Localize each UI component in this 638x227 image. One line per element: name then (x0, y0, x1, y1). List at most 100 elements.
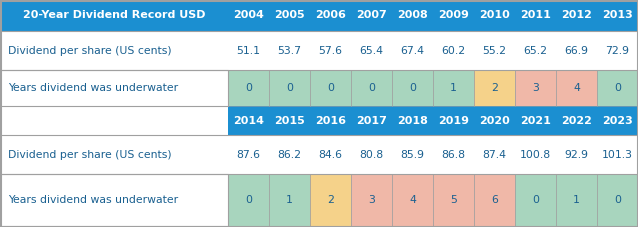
Text: 100.8: 100.8 (520, 150, 551, 160)
Bar (228, 70, 269, 106)
Text: 0: 0 (327, 83, 334, 93)
Text: 60.2: 60.2 (441, 45, 466, 55)
Text: Years dividend was underwater: Years dividend was underwater (8, 83, 178, 93)
Text: 2009: 2009 (438, 10, 469, 20)
Text: 4: 4 (573, 83, 580, 93)
Bar (310, 70, 351, 106)
Text: 0: 0 (532, 195, 539, 205)
Text: 66.9: 66.9 (565, 45, 588, 55)
Text: 84.6: 84.6 (318, 150, 343, 160)
Text: 2008: 2008 (397, 10, 428, 20)
Text: 72.9: 72.9 (605, 45, 630, 55)
Text: 2019: 2019 (438, 116, 469, 126)
Text: 0: 0 (245, 195, 252, 205)
Bar (0, 0, 638, 31)
Bar (556, 70, 597, 106)
Bar (0, 70, 228, 106)
Bar (0, 135, 638, 174)
Text: 2: 2 (327, 195, 334, 205)
Text: 87.6: 87.6 (237, 150, 260, 160)
Text: 55.2: 55.2 (482, 45, 507, 55)
Text: 0: 0 (286, 83, 293, 93)
Bar (556, 174, 597, 226)
Text: 3: 3 (532, 83, 539, 93)
Text: 1: 1 (573, 195, 580, 205)
Bar (351, 70, 392, 106)
Bar (597, 174, 638, 226)
Bar (597, 70, 638, 106)
Text: 2010: 2010 (479, 10, 510, 20)
Text: 65.2: 65.2 (524, 45, 547, 55)
Bar (0, 31, 638, 70)
Bar (0, 70, 228, 106)
Text: 86.2: 86.2 (278, 150, 302, 160)
Bar (474, 174, 515, 226)
Bar (392, 70, 433, 106)
Text: 85.9: 85.9 (401, 150, 424, 160)
Text: 2004: 2004 (233, 10, 264, 20)
Bar (0, 31, 638, 70)
Text: 65.4: 65.4 (359, 45, 383, 55)
Text: 53.7: 53.7 (278, 45, 302, 55)
Text: 80.8: 80.8 (359, 150, 383, 160)
Text: Dividend per share (US cents): Dividend per share (US cents) (8, 150, 172, 160)
Bar (474, 70, 515, 106)
Bar (515, 174, 556, 226)
Text: 1: 1 (450, 83, 457, 93)
Bar (433, 174, 474, 226)
Bar (228, 174, 269, 226)
Bar (351, 174, 392, 226)
Bar (310, 174, 351, 226)
Bar (351, 70, 392, 106)
Text: 87.4: 87.4 (482, 150, 507, 160)
Text: 2012: 2012 (561, 10, 592, 20)
Text: 0: 0 (614, 83, 621, 93)
Text: Years dividend was underwater: Years dividend was underwater (8, 195, 178, 205)
Text: 5: 5 (450, 195, 457, 205)
Text: 67.4: 67.4 (401, 45, 424, 55)
Text: 92.9: 92.9 (565, 150, 588, 160)
Bar (228, 106, 638, 135)
Text: 0: 0 (368, 83, 375, 93)
Bar (269, 70, 310, 106)
Text: 57.6: 57.6 (318, 45, 343, 55)
Bar (269, 174, 310, 226)
Bar (0, 135, 638, 174)
Text: 0: 0 (409, 83, 416, 93)
Bar (228, 174, 269, 226)
Bar (0, 174, 228, 226)
Bar (392, 174, 433, 226)
Bar (433, 70, 474, 106)
Bar (228, 70, 269, 106)
Text: 2022: 2022 (561, 116, 592, 126)
Text: 2018: 2018 (397, 116, 428, 126)
Bar (269, 70, 310, 106)
Bar (474, 70, 515, 106)
Text: 1: 1 (286, 195, 293, 205)
Text: 2014: 2014 (233, 116, 264, 126)
Text: 2: 2 (491, 83, 498, 93)
Text: 2016: 2016 (315, 116, 346, 126)
Bar (269, 174, 310, 226)
Text: 2005: 2005 (274, 10, 305, 20)
Text: 51.1: 51.1 (237, 45, 260, 55)
Bar (351, 174, 392, 226)
Text: 6: 6 (491, 195, 498, 205)
Bar (310, 174, 351, 226)
Text: 86.8: 86.8 (441, 150, 466, 160)
Text: 101.3: 101.3 (602, 150, 633, 160)
Text: 2006: 2006 (315, 10, 346, 20)
Text: 0: 0 (245, 83, 252, 93)
Text: 4: 4 (409, 195, 416, 205)
Bar (515, 70, 556, 106)
Text: 0: 0 (614, 195, 621, 205)
Bar (474, 174, 515, 226)
Bar (392, 70, 433, 106)
Text: 3: 3 (368, 195, 375, 205)
Bar (515, 174, 556, 226)
Bar (597, 174, 638, 226)
Bar (515, 70, 556, 106)
Text: 2021: 2021 (520, 116, 551, 126)
Text: 2020: 2020 (479, 116, 510, 126)
Bar (556, 174, 597, 226)
